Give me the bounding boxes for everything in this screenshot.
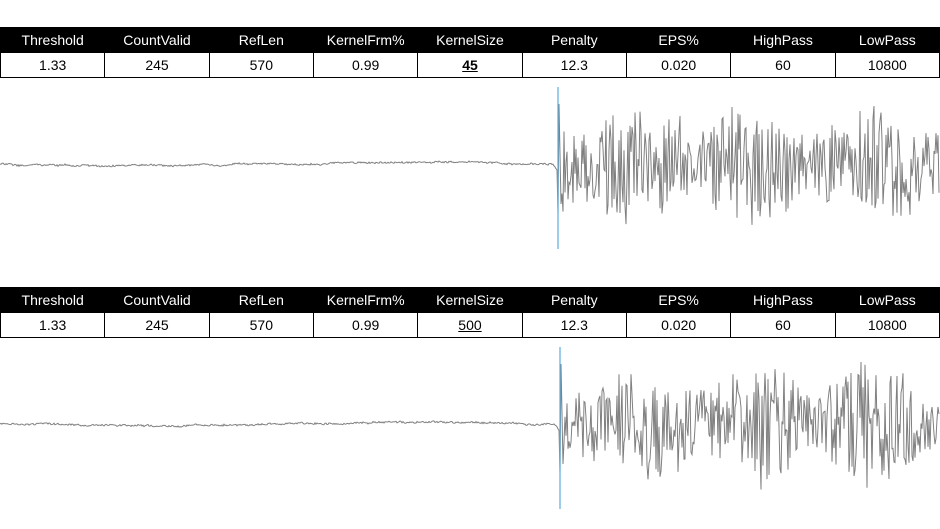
header-countvalid: CountValid	[104, 287, 210, 313]
header-countvalid: CountValid	[104, 27, 210, 53]
value-reflen: 570	[208, 312, 314, 338]
header-kernelsize: KernelSize	[417, 27, 523, 53]
value-threshold: 1.33	[0, 312, 106, 338]
value-kernelsize: 45	[417, 52, 523, 78]
waveform-plot-1	[0, 87, 940, 249]
waveform-trace	[0, 103, 940, 225]
header-reflen: RefLen	[208, 27, 314, 53]
value-penalty: 12.3	[521, 312, 627, 338]
value-reflen: 570	[208, 52, 314, 78]
value-penalty: 12.3	[521, 52, 627, 78]
parameter-panel-1: Threshold CountValid RefLen KernelFrm% K…	[0, 27, 940, 249]
value-row: 1.33 245 570 0.99 45 12.3 0.020 60 10800	[0, 52, 940, 78]
parameter-panel-2: Threshold CountValid RefLen KernelFrm% K…	[0, 287, 940, 509]
header-eps: EPS%	[625, 287, 732, 313]
value-eps: 0.020	[625, 52, 732, 78]
header-kernelfrm: KernelFrm%	[312, 27, 419, 53]
value-threshold: 1.33	[0, 52, 106, 78]
header-kernelsize: KernelSize	[417, 287, 523, 313]
header-lowpass: LowPass	[834, 287, 940, 313]
header-row: Threshold CountValid RefLen KernelFrm% K…	[0, 287, 940, 313]
header-penalty: Penalty	[521, 287, 627, 313]
header-highpass: HighPass	[730, 287, 836, 313]
header-row: Threshold CountValid RefLen KernelFrm% K…	[0, 27, 940, 53]
header-threshold: Threshold	[0, 27, 106, 53]
header-reflen: RefLen	[208, 287, 314, 313]
value-lowpass: 10800	[834, 52, 940, 78]
parameter-table-2: Threshold CountValid RefLen KernelFrm% K…	[0, 287, 940, 338]
header-penalty: Penalty	[521, 27, 627, 53]
parameter-table-1: Threshold CountValid RefLen KernelFrm% K…	[0, 27, 940, 78]
value-kernelsize: 500	[417, 312, 523, 338]
waveform-trace	[0, 361, 940, 490]
header-highpass: HighPass	[730, 27, 836, 53]
value-highpass: 60	[730, 52, 836, 78]
value-kernelfrm: 0.99	[312, 52, 419, 78]
waveform-plot-2	[0, 347, 940, 509]
value-countvalid: 245	[104, 52, 210, 78]
value-highpass: 60	[730, 312, 836, 338]
value-countvalid: 245	[104, 312, 210, 338]
header-threshold: Threshold	[0, 287, 106, 313]
value-eps: 0.020	[625, 312, 732, 338]
header-kernelfrm: KernelFrm%	[312, 287, 419, 313]
value-kernelfrm: 0.99	[312, 312, 419, 338]
value-lowpass: 10800	[834, 312, 940, 338]
header-eps: EPS%	[625, 27, 732, 53]
value-row: 1.33 245 570 0.99 500 12.3 0.020 60 1080…	[0, 312, 940, 338]
header-lowpass: LowPass	[834, 27, 940, 53]
